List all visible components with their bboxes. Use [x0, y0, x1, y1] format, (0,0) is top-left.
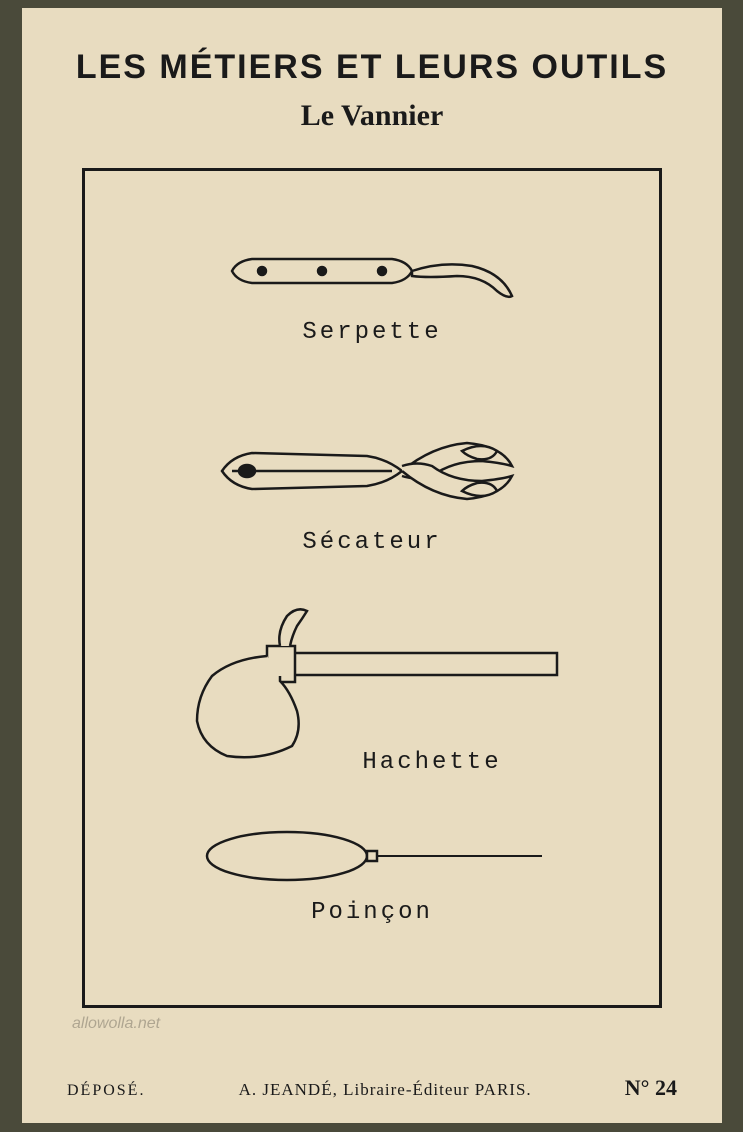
footer-row: DÉPOSÉ. A. JEANDÉ, Libraire-Éditeur PARI…	[67, 1075, 677, 1101]
tools-frame: Serpette Sécateur	[82, 168, 662, 1008]
tool-secateur: Sécateur	[85, 421, 659, 556]
subtitle: Le Vannier	[67, 99, 677, 133]
watermark-text: allowolla.net	[72, 1015, 160, 1033]
number-value: 24	[655, 1075, 677, 1100]
poincon-label: Poinçon	[85, 899, 659, 926]
main-title: LES MÉTIERS ET LEURS OUTILS	[67, 48, 677, 87]
tool-poincon: Poinçon	[85, 821, 659, 926]
secateur-label: Sécateur	[85, 529, 659, 556]
serpette-label: Serpette	[85, 319, 659, 346]
tool-serpette: Serpette	[85, 231, 659, 346]
poincon-icon	[192, 821, 552, 891]
footer-depose: DÉPOSÉ.	[67, 1082, 145, 1100]
footer-number: N° 24	[625, 1075, 677, 1101]
footer-publisher: A. JEANDÉ, Libraire-Éditeur PARIS.	[239, 1080, 532, 1100]
serpette-icon	[212, 231, 532, 311]
tool-hachette: Hachette	[85, 601, 659, 806]
hachette-label: Hachette	[145, 749, 719, 776]
number-prefix: N°	[625, 1075, 650, 1100]
document-card: LES MÉTIERS ET LEURS OUTILS Le Vannier S…	[22, 8, 722, 1123]
hachette-icon	[172, 601, 572, 771]
secateur-icon	[202, 421, 542, 521]
